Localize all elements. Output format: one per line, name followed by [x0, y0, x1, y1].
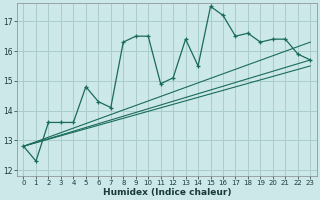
X-axis label: Humidex (Indice chaleur): Humidex (Indice chaleur): [103, 188, 231, 197]
